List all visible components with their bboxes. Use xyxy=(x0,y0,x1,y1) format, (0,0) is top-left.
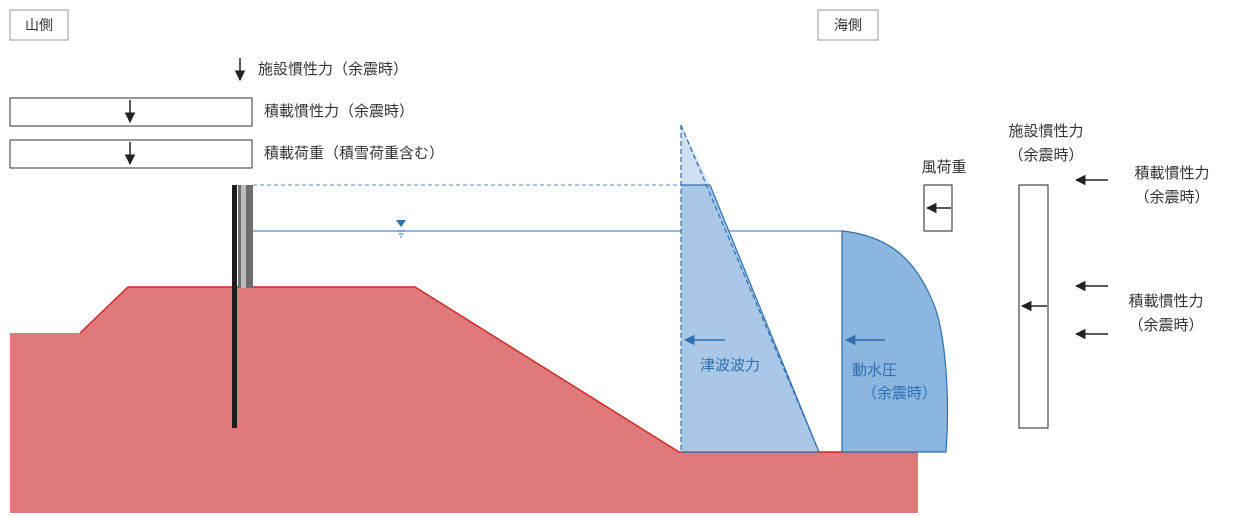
mountain-side-label: 山側 xyxy=(9,9,69,41)
load-inertia-lower: 積載慣性力 （余震時） xyxy=(1074,280,1204,340)
hydro-label-line1: 動水圧 xyxy=(852,361,897,379)
tsunami-force-label: 津波波力 xyxy=(700,356,760,374)
load-inertia-legend: 積載慣性力（余震時） xyxy=(9,97,414,127)
load-inertia-upper: 積載慣性力 （余震時） xyxy=(1074,164,1210,206)
load-inertia-lower-line1: 積載慣性力 xyxy=(1128,292,1203,310)
wind-load-label: 風荷重 xyxy=(921,158,966,176)
sea-side-label: 海側 xyxy=(817,9,879,41)
water-level-symbol-icon xyxy=(396,220,406,238)
facility-inertia-force: 施設慣性力 （余震時） xyxy=(1008,122,1084,429)
load-inertia-label: 積載慣性力（余震時） xyxy=(264,102,414,120)
steel-pile xyxy=(232,185,237,428)
wind-load: 風荷重 xyxy=(921,158,967,232)
hydrodynamic-pressure-diagram: 動水圧 （余震時） xyxy=(841,230,949,453)
facility-inertia-label: 施設慣性力（余震時） xyxy=(258,60,408,78)
load-weight-label: 積載荷重（積雪荷重含む） xyxy=(264,144,444,162)
wall-highlight xyxy=(241,185,246,288)
tsunami-pressure-top xyxy=(681,125,710,185)
load-inertia-upper-line1: 積載慣性力 xyxy=(1134,164,1209,182)
sea-side-text: 海側 xyxy=(834,18,862,34)
mountain-side-text: 山側 xyxy=(25,18,53,34)
facility-inertia-line2: （余震時） xyxy=(1008,146,1083,164)
load-inertia-upper-line2: （余震時） xyxy=(1134,188,1209,206)
load-weight-legend: 積載荷重（積雪荷重含む） xyxy=(9,139,444,169)
facility-inertia-line1: 施設慣性力 xyxy=(1008,122,1083,140)
load-inertia-lower-line2: （余震時） xyxy=(1128,316,1203,334)
tsunami-pressure-diagram: 津波波力 xyxy=(680,124,820,453)
tsunami-pressure-body xyxy=(681,185,819,452)
hydro-label-line2: （余震時） xyxy=(862,384,937,402)
facility-inertia-legend: 施設慣性力（余震時） xyxy=(234,58,408,82)
